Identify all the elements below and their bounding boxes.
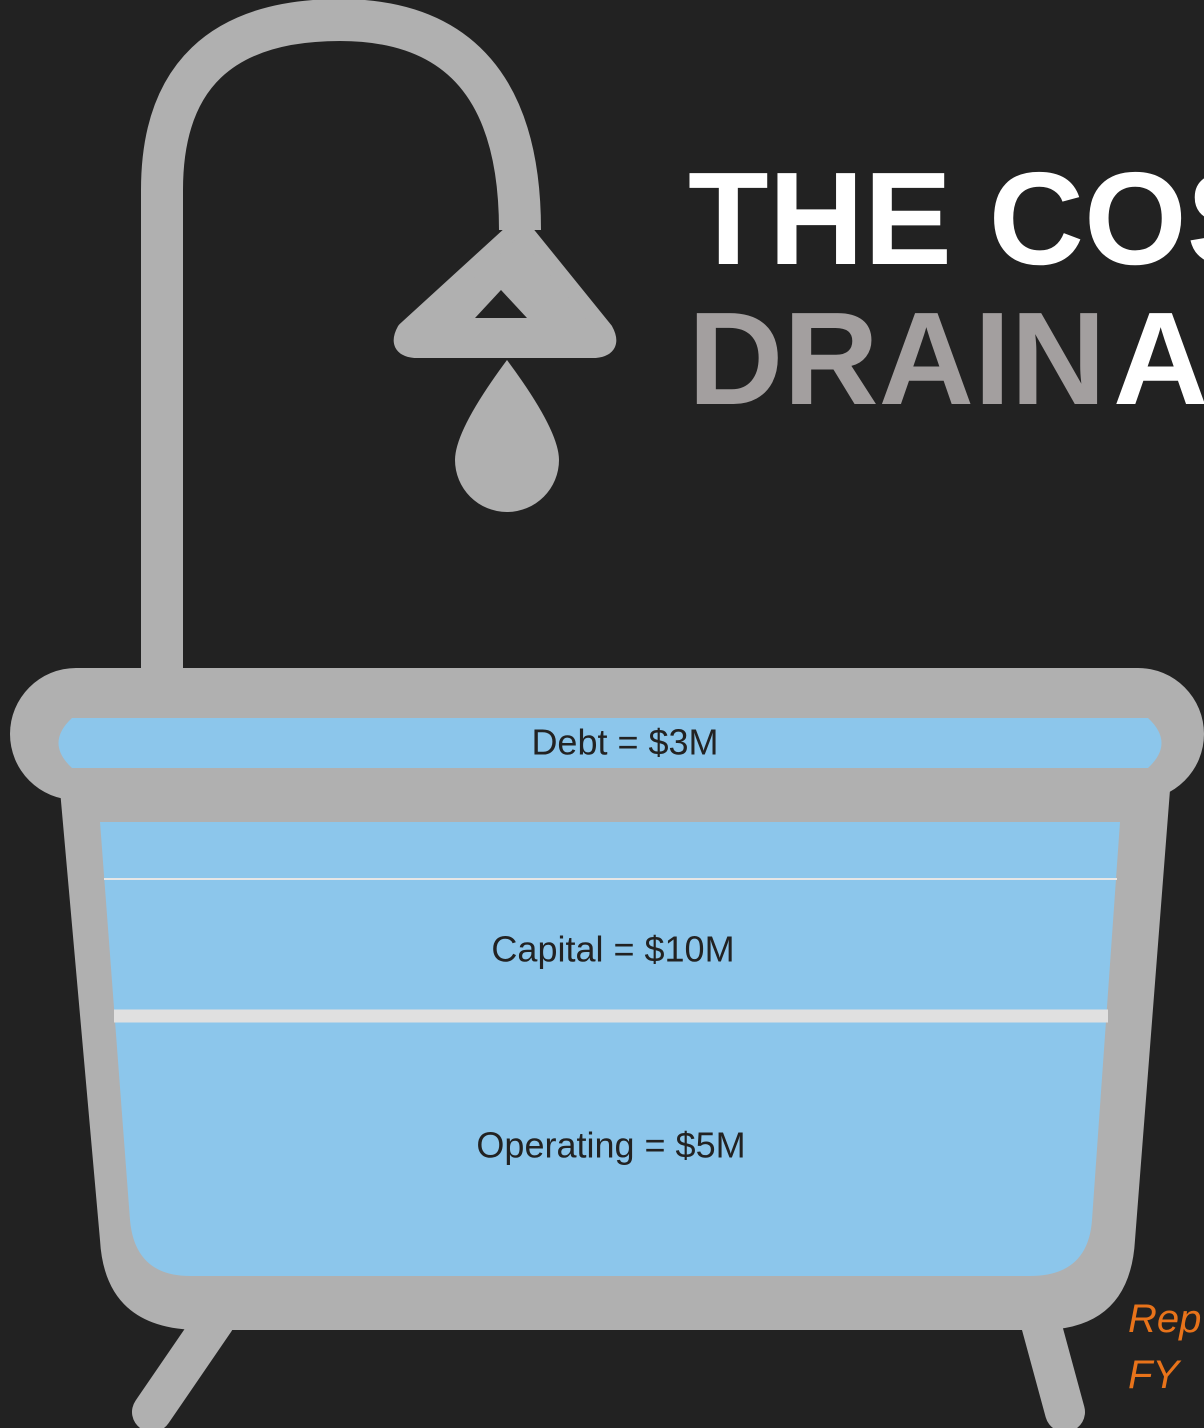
- title-word: DRAIN: [688, 285, 1106, 432]
- page: Debt = $3M Capital = $10M Operating = $5…: [0, 0, 1204, 1428]
- layer-label: Capital = $10M: [491, 929, 734, 970]
- title-word: A: [1113, 285, 1204, 432]
- title-line: THE COS: [688, 145, 1204, 292]
- layer-label: Operating = $5M: [476, 1125, 745, 1166]
- layer-label: Debt = $3M: [531, 722, 718, 763]
- note-line: Rep: [1128, 1297, 1201, 1341]
- note-line: FY: [1128, 1353, 1182, 1397]
- slide: Debt = $3M Capital = $10M Operating = $5…: [0, 0, 1204, 1428]
- tub-water: [100, 822, 1120, 1276]
- tub-leg: [1040, 1320, 1065, 1412]
